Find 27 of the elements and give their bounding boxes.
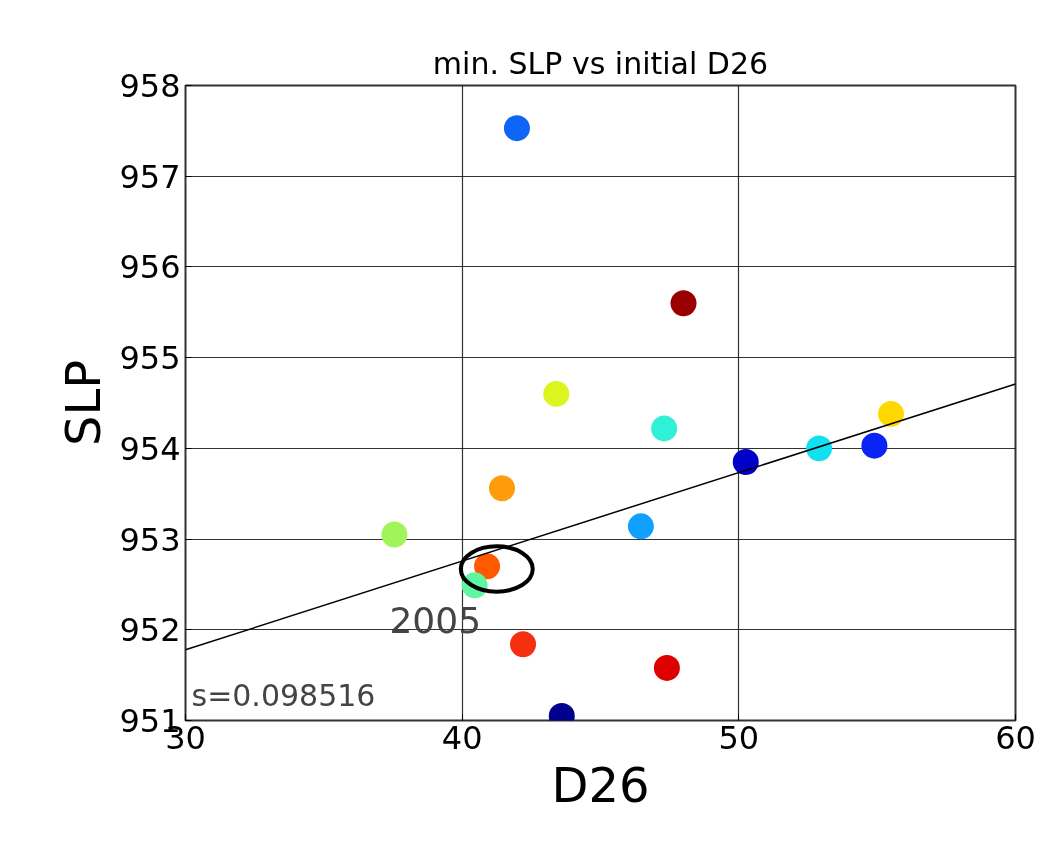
point <box>510 631 537 658</box>
y-tick-label: 954 <box>119 429 181 468</box>
y-tick-label: 955 <box>119 339 181 378</box>
annotation: s=0.098516 <box>191 677 376 713</box>
point <box>670 290 697 317</box>
x-axis-title: D26 <box>551 756 650 813</box>
x-tick-label: 60 <box>995 718 1036 757</box>
point <box>489 475 516 502</box>
x-tick-label: 50 <box>718 718 760 757</box>
chart-title: min. SLP vs initial D26 <box>432 45 769 81</box>
point <box>543 380 570 407</box>
point <box>878 400 904 427</box>
point <box>732 448 759 475</box>
y-tick-label: 957 <box>119 157 181 196</box>
y-tick-label: 958 <box>119 67 181 105</box>
point <box>806 435 833 462</box>
y-tick-label: 952 <box>119 611 181 650</box>
point <box>627 513 654 540</box>
x-tick-label: 40 <box>441 718 483 757</box>
y-axis-title: SLP <box>55 359 112 447</box>
point <box>861 432 888 459</box>
y-tick-label: 953 <box>119 520 181 559</box>
point <box>503 115 530 142</box>
y-tick-label: 956 <box>119 248 181 287</box>
point <box>653 654 680 681</box>
point <box>381 521 408 548</box>
point <box>651 415 678 442</box>
